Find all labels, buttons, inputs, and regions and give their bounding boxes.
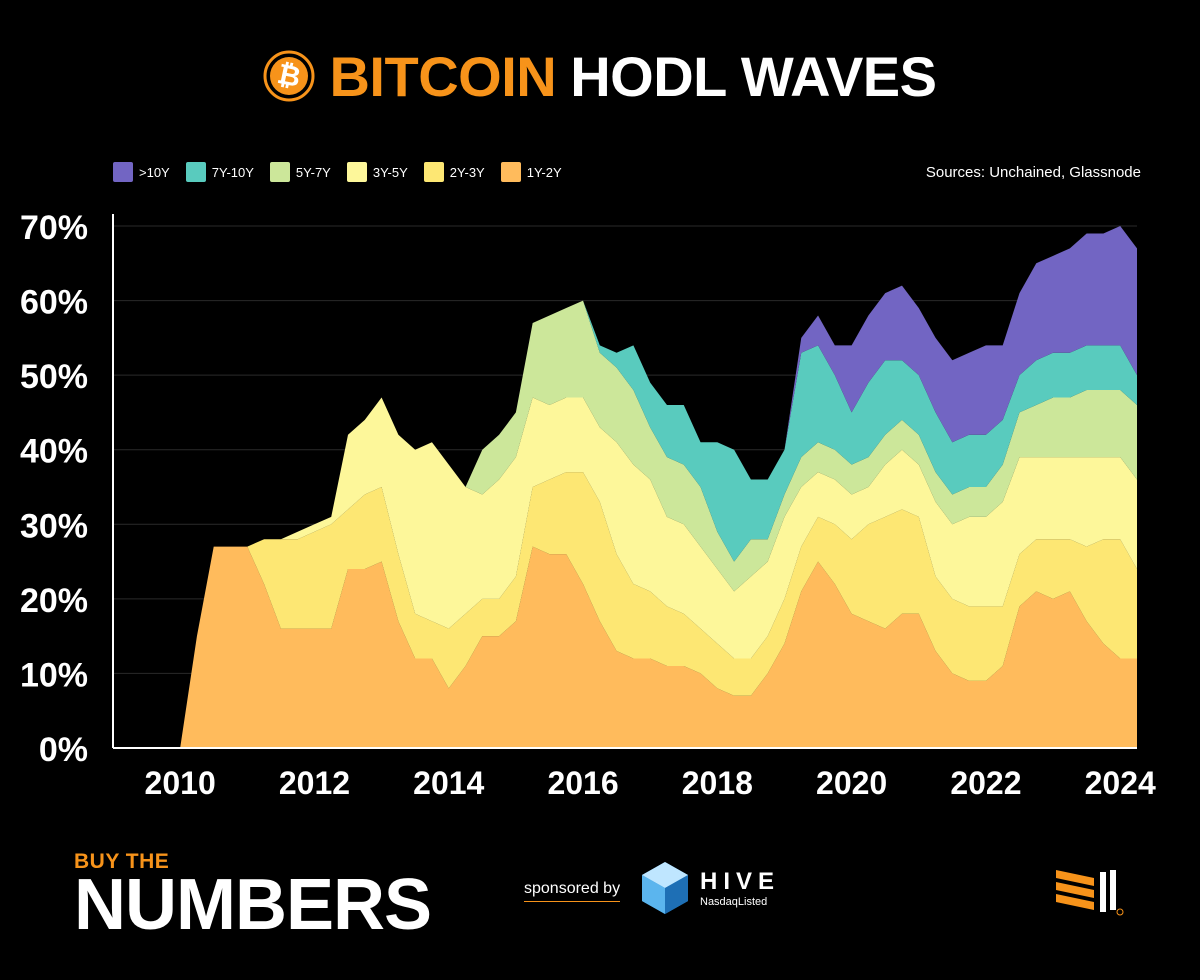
legend-label: 5Y-7Y [295, 164, 331, 180]
x-tick-label: 2010 [145, 765, 216, 801]
chart-legend: >10Y 7Y-10Y 5Y-7Y 3Y-5Y 2Y-3Y 1Y-2Y [113, 162, 578, 182]
area-series-7y10y [180, 300, 1138, 748]
y-tick-label: 70% [20, 209, 88, 247]
legend-item: 7Y-10Y [185, 162, 254, 182]
x-tick-label: 2018 [682, 765, 753, 801]
legend-swatch [346, 162, 367, 182]
legend-label: 1Y-2Y [526, 164, 562, 180]
x-tick-label: 2014 [413, 765, 484, 801]
legend-swatch [269, 162, 290, 182]
hive-logo: HIVE NasdaqListed [640, 860, 780, 916]
x-tick-label: 2016 [547, 765, 618, 801]
buy-the-numbers-logo: BUY THE NUMBERS [74, 850, 432, 945]
brand-main-text: NUMBERS [74, 865, 432, 945]
chart-title: ₿ BITCOIN HODL WAVES [0, 40, 1200, 112]
sponsored-by-label: sponsored by [524, 880, 621, 902]
y-tick-label: 0% [39, 731, 88, 769]
title-main: HODL WAVES [570, 44, 937, 108]
brand-top-text: BUY THE [74, 850, 170, 873]
y-tick-label: 40% [20, 433, 88, 471]
x-tick-label: 2022 [950, 765, 1021, 801]
title-accent: BITCOIN [329, 44, 557, 108]
legend-swatch [423, 162, 444, 182]
x-tick-label: 2012 [279, 765, 350, 801]
hodl-waves-chart: 0% 10% 20% 30% 40% 50% 60% 70% 2010 2012 2014 2016 2… [20, 209, 1156, 801]
area-series-2y3y [180, 472, 1138, 748]
corner-logo-icon [1056, 870, 1124, 916]
legend-swatch [500, 162, 521, 182]
area-series-1y2y [180, 546, 1138, 748]
legend-swatch [185, 162, 206, 182]
legend-item: 5Y-7Y [269, 162, 331, 182]
legend-label: 7Y-10Y [211, 164, 254, 180]
y-tick-label: 10% [20, 656, 88, 694]
legend-swatch [113, 162, 133, 182]
bitcoin-icon: ₿ [263, 50, 315, 102]
legend-label: 3Y-5Y [372, 164, 408, 180]
x-tick-label: 2020 [816, 765, 887, 801]
area-series-3y5y [180, 397, 1138, 748]
legend-label: 2Y-3Y [449, 164, 485, 180]
legend-item: >10Y [113, 162, 170, 182]
hive-cube-icon [642, 862, 688, 914]
y-tick-label: 20% [20, 582, 88, 620]
y-tick-label: 30% [20, 507, 88, 545]
area-series-10y [180, 226, 1138, 748]
legend-item: 3Y-5Y [346, 162, 408, 182]
legend-item: 2Y-3Y [423, 162, 485, 182]
y-tick-label: 60% [20, 284, 88, 322]
legend-label: >10Y [139, 164, 170, 180]
hive-subtitle: NasdaqListed [700, 896, 768, 908]
x-tick-label: 2024 [1085, 765, 1156, 801]
source-note: Sources: Unchained, Glassnode [925, 164, 1141, 181]
hive-name: HIVE [700, 868, 781, 895]
y-tick-label: 50% [20, 358, 88, 396]
legend-item: 1Y-2Y [500, 162, 562, 182]
